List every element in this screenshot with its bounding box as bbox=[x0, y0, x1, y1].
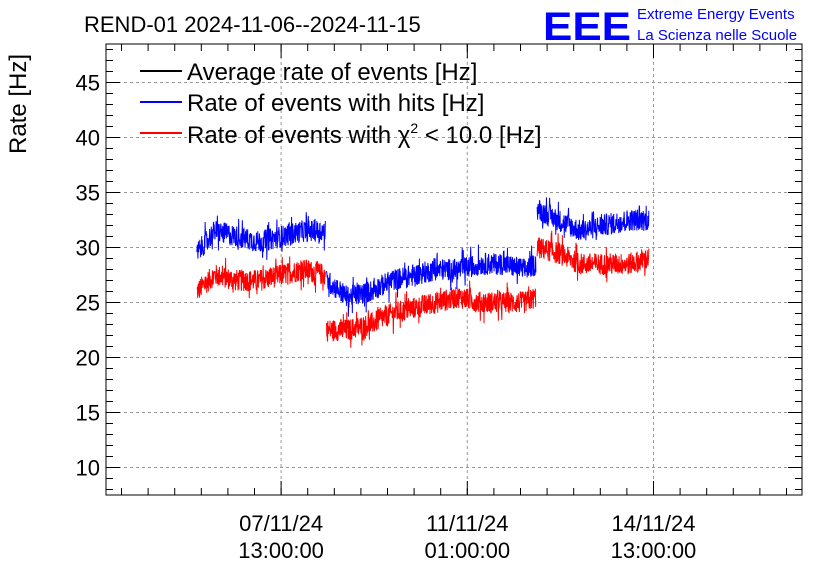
y-tick-label: 25 bbox=[76, 291, 100, 316]
x-tick-label-date: 11/11/24 bbox=[426, 511, 508, 536]
series-line-1-segment-2 bbox=[536, 197, 650, 241]
chart-title: REND-01 2024-11-06--2024-11-15 bbox=[84, 12, 421, 37]
y-tick-label: 10 bbox=[76, 456, 100, 481]
legend-label-hits: Rate of events with hits [Hz] bbox=[187, 90, 484, 117]
axes-layer: 101520253035404507/11/2413:00:0011/11/24… bbox=[76, 44, 802, 563]
y-tick-label: 15 bbox=[76, 401, 100, 426]
eee-logo-line1: Extreme Energy Events bbox=[637, 6, 795, 23]
series-line-1-segment-0 bbox=[196, 212, 326, 260]
series-line-2-segment-1 bbox=[326, 280, 537, 348]
series-line-1-segment-1 bbox=[326, 244, 537, 317]
eee-logo-mark: EEE bbox=[543, 5, 631, 49]
series-line-2-segment-0 bbox=[196, 256, 326, 299]
y-tick-label: 30 bbox=[76, 236, 100, 261]
eee-logo: EEE Extreme Energy Events La Scienza nel… bbox=[543, 5, 797, 49]
x-tick-label-time: 13:00:00 bbox=[238, 538, 324, 563]
eee-logo-line2: La Scienza nelle Scuole bbox=[637, 27, 797, 44]
legend: Average rate of events [Hz] Rate of even… bbox=[140, 59, 542, 149]
x-tick-label-date: 07/11/24 bbox=[239, 511, 323, 536]
series-layer bbox=[196, 197, 650, 348]
series-line-2-segment-2 bbox=[536, 230, 650, 283]
legend-label-chi2: Rate of events with χ2 < 10.0 [Hz] bbox=[187, 120, 542, 149]
grid-lines bbox=[106, 44, 802, 495]
y-tick-label: 40 bbox=[76, 126, 100, 151]
y-tick-label: 20 bbox=[76, 346, 100, 371]
x-tick-label-date: 14/11/24 bbox=[611, 511, 695, 536]
x-tick-label-time: 13:00:00 bbox=[611, 538, 697, 563]
y-tick-label: 45 bbox=[76, 71, 100, 96]
x-tick-label-time: 01:00:00 bbox=[424, 538, 510, 563]
y-tick-label: 35 bbox=[76, 181, 100, 206]
y-axis-label: Rate [Hz] bbox=[5, 54, 32, 154]
legend-label-average: Average rate of events [Hz] bbox=[187, 59, 477, 86]
